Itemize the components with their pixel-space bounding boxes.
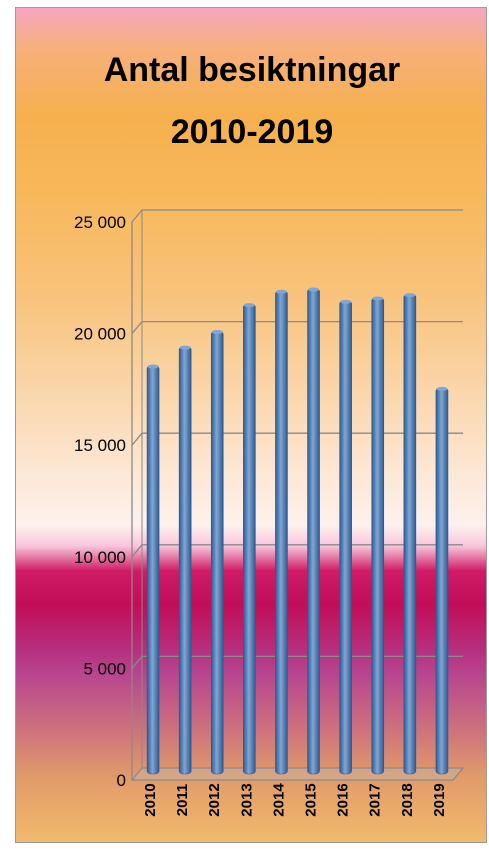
bar-2016 bbox=[339, 300, 352, 775]
x-tick-label: 2018 bbox=[399, 783, 416, 816]
y-tick-label: 10 000 bbox=[74, 548, 126, 567]
bar-2018 bbox=[403, 293, 417, 775]
x-tick-label: 2015 bbox=[303, 783, 320, 816]
x-tick-label: 2011 bbox=[174, 784, 191, 817]
x-tick-label: 2010 bbox=[142, 783, 159, 816]
bars bbox=[146, 287, 449, 775]
bar-2019 bbox=[435, 387, 449, 775]
x-tick-label: 2012 bbox=[206, 783, 223, 816]
y-tick-label: 25 000 bbox=[74, 213, 126, 232]
y-tick-label: 5 000 bbox=[83, 659, 126, 678]
bar-top bbox=[147, 364, 159, 369]
bar-2010 bbox=[146, 365, 160, 775]
bar-top bbox=[179, 345, 191, 350]
chart-title-line-1: Antal besiktningar bbox=[103, 51, 401, 89]
bar-top bbox=[404, 293, 416, 298]
gridline bbox=[131, 209, 463, 223]
bar-top bbox=[308, 287, 320, 292]
y-tick-labels: 0 5 000 10 000 15 000 20 000 25 000 bbox=[74, 213, 126, 790]
x-tick-label: 2019 bbox=[431, 783, 448, 816]
bar-top bbox=[340, 299, 352, 304]
bar-2012 bbox=[210, 330, 224, 775]
x-tick-label: 2017 bbox=[367, 783, 384, 816]
bar-2013 bbox=[243, 303, 256, 775]
bar-top bbox=[436, 386, 448, 391]
bar-top bbox=[372, 296, 384, 301]
bar-2014 bbox=[275, 290, 288, 775]
bar-top bbox=[243, 303, 255, 308]
bar-top bbox=[211, 329, 223, 334]
y-tick-label: 0 bbox=[117, 771, 126, 790]
x-tick-label: 2013 bbox=[238, 783, 255, 816]
chart-title-line-2: 2010-2019 bbox=[170, 113, 334, 151]
bar-2015 bbox=[307, 288, 320, 775]
bar-top bbox=[275, 289, 287, 294]
y-tick-label: 20 000 bbox=[74, 325, 126, 344]
bar-2011 bbox=[178, 346, 192, 775]
x-tick-label: 2016 bbox=[335, 783, 352, 816]
y-tick-label: 15 000 bbox=[74, 436, 126, 455]
bar-2017 bbox=[371, 297, 385, 775]
x-tick-labels: 2010 2011 2012 2013 2014 2015 2016 2017 2018 2019 bbox=[142, 783, 448, 817]
x-tick-label: 2014 bbox=[270, 783, 287, 817]
